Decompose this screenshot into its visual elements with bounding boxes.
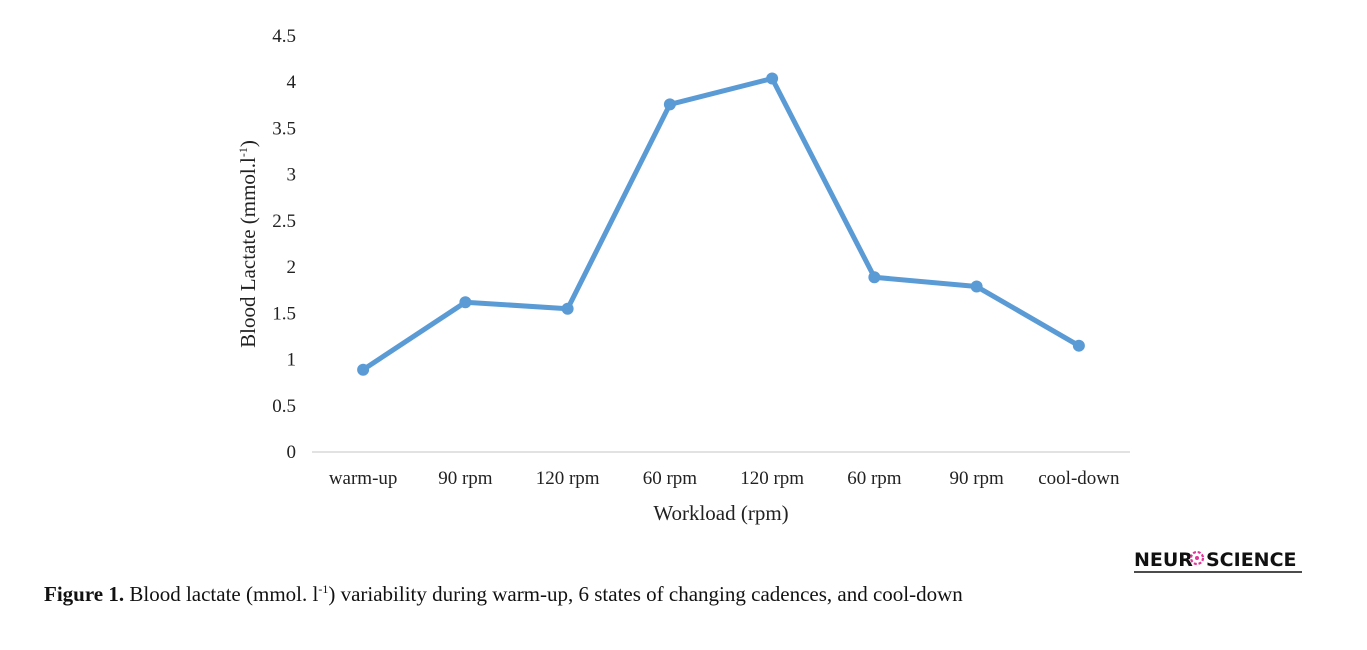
- data-point: [868, 271, 881, 284]
- x-tick-label: 120 rpm: [740, 468, 804, 489]
- x-axis-ticks: warm-up 90 rpm 120 rpm 60 rpm 120 rpm 60 rpm 9…: [329, 468, 1120, 489]
- y-tick-label: 3: [287, 165, 297, 186]
- y-axis-title-main: Blood Lactate (mmol.l: [236, 157, 260, 348]
- logo-text-left: NEUR: [1134, 549, 1193, 571]
- figure-caption: Figure 1. Blood lactate (mmol. l-1) vari…: [44, 582, 1344, 607]
- x-tick-label: warm-up: [329, 468, 398, 489]
- y-axis-ticks: 0 0.5 1 1.5 2 2.5 3 3.5 4 4.5: [272, 26, 296, 463]
- x-tick-label: 60 rpm: [643, 468, 698, 489]
- neuroscience-logo: NEUR SCIENCE: [1134, 549, 1302, 573]
- series-line: [360, 76, 1082, 373]
- y-tick-label: 2: [287, 257, 297, 278]
- x-tick-label: 120 rpm: [536, 468, 600, 489]
- data-point: [766, 72, 779, 85]
- y-tick-label: 0.5: [272, 396, 296, 417]
- caption-text-after: ) variability during warm-up, 6 states o…: [328, 582, 963, 606]
- caption-sup: -1: [318, 582, 329, 596]
- caption-text-before: Blood lactate (mmol. l: [124, 582, 319, 606]
- y-tick-label: 0: [287, 442, 297, 463]
- data-point: [970, 280, 983, 293]
- logo-text-right: SCIENCE: [1206, 549, 1297, 571]
- y-tick-label: 4: [287, 72, 297, 93]
- line-chart: 0 0.5 1 1.5 2 2.5 3 3.5 4 4.5 warm-up 90 rpm 120 rp…: [236, 26, 1130, 525]
- data-point: [459, 296, 472, 309]
- y-axis-title-sup: -1: [236, 147, 250, 157]
- y-tick-label: 3.5: [272, 118, 296, 139]
- data-point: [663, 98, 676, 111]
- y-tick-label: 1: [287, 350, 297, 371]
- x-tick-label: 90 rpm: [949, 468, 1004, 489]
- y-tick-label: 4.5: [272, 26, 296, 47]
- y-tick-label: 2.5: [272, 211, 296, 232]
- x-tick-label: cool-down: [1038, 468, 1120, 489]
- y-axis-title-end: ): [236, 140, 260, 147]
- data-point: [561, 302, 574, 315]
- x-axis-title: Workload (rpm): [653, 501, 788, 525]
- brain-icon: [1189, 550, 1205, 566]
- y-axis-title: Blood Lactate (mmol.l-1): [236, 140, 260, 348]
- y-tick-label: 1.5: [272, 303, 296, 324]
- x-tick-label: 60 rpm: [847, 468, 902, 489]
- data-point: [1072, 339, 1085, 352]
- data-point: [357, 363, 370, 376]
- x-tick-label: 90 rpm: [438, 468, 493, 489]
- series-markers: [357, 72, 1085, 376]
- caption-label: Figure 1.: [44, 582, 125, 606]
